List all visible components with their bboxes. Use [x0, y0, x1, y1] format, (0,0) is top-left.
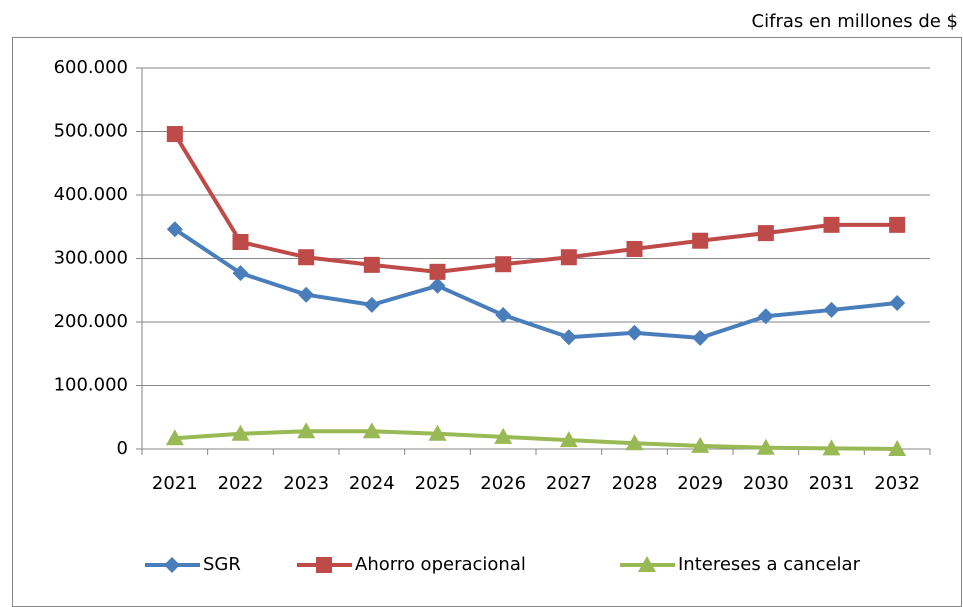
legend-marker	[316, 557, 332, 573]
marker	[822, 439, 841, 456]
marker	[757, 308, 774, 325]
marker	[626, 324, 643, 341]
marker	[297, 422, 316, 439]
y-tick-label: 500.000	[54, 121, 128, 142]
x-tick-label: 2028	[612, 473, 658, 494]
marker	[757, 225, 774, 242]
x-tick-label: 2030	[743, 473, 789, 494]
marker	[298, 249, 315, 266]
y-tick-label: 600.000	[54, 57, 128, 78]
legend-marker	[638, 556, 656, 572]
series-line	[173, 227, 898, 340]
marker	[494, 427, 513, 444]
marker	[166, 126, 183, 143]
marker	[495, 256, 512, 273]
marker	[692, 329, 709, 346]
marker	[232, 233, 249, 250]
legend-marker	[164, 557, 180, 573]
x-tick-label: 2027	[546, 473, 592, 494]
marker	[626, 240, 643, 257]
x-tick-label: 2029	[677, 473, 723, 494]
marker	[232, 265, 249, 282]
x-tick-label: 2032	[874, 473, 920, 494]
marker	[560, 329, 577, 346]
marker	[560, 249, 577, 266]
marker	[362, 422, 381, 439]
marker	[692, 232, 709, 249]
y-tick-label: 400.000	[54, 184, 128, 205]
marker	[625, 434, 644, 451]
marker	[429, 277, 446, 294]
x-tick-label: 2022	[218, 473, 264, 494]
x-tick-label: 2031	[809, 473, 855, 494]
y-tick-label: 0	[117, 438, 128, 459]
marker	[231, 424, 250, 441]
marker	[495, 307, 512, 324]
marker	[429, 263, 446, 280]
x-tick-label: 2021	[152, 473, 198, 494]
marker	[559, 431, 578, 448]
y-tick-label: 200.000	[54, 311, 128, 332]
marker	[889, 216, 906, 233]
marker	[691, 436, 710, 453]
marker	[166, 221, 183, 238]
legend-label: SGR	[203, 554, 241, 575]
x-tick-label: 2023	[283, 473, 329, 494]
series-line	[174, 429, 898, 451]
marker	[428, 424, 447, 441]
y-tick-label: 300.000	[54, 248, 128, 269]
legend-label: Ahorro operacional	[355, 554, 526, 575]
marker	[363, 296, 380, 313]
marker	[756, 438, 775, 455]
y-tick-label: 100.000	[54, 375, 128, 396]
series-line	[173, 133, 898, 274]
annotation: Cifras en millones de $	[752, 11, 958, 32]
legend-label: Intereses a cancelar	[678, 554, 861, 575]
marker	[165, 429, 184, 446]
x-tick-label: 2025	[415, 473, 461, 494]
marker	[363, 256, 380, 273]
x-tick-label: 2024	[349, 473, 395, 494]
marker	[823, 216, 840, 233]
x-tick-label: 2026	[480, 473, 526, 494]
marker	[298, 286, 315, 303]
marker	[889, 294, 906, 311]
marker	[823, 301, 840, 318]
marker	[888, 440, 907, 456]
